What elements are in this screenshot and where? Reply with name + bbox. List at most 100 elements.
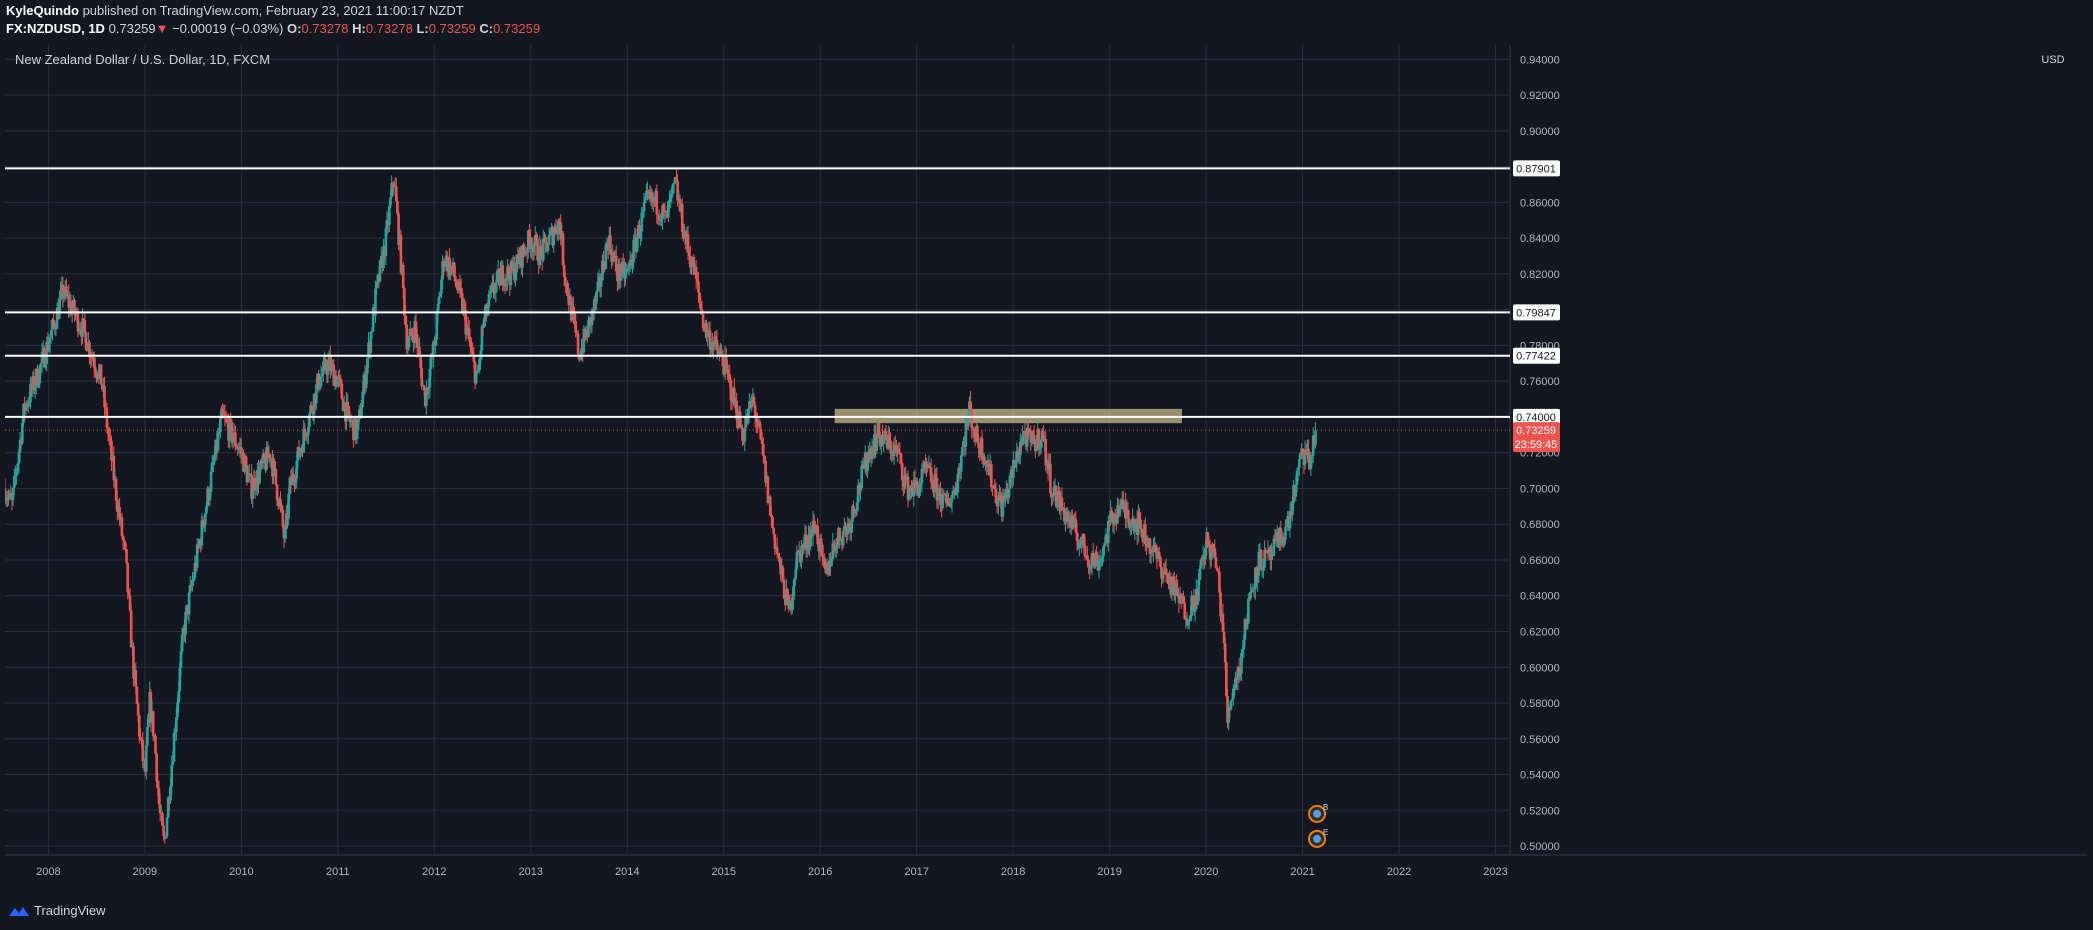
- x-tick-label: 2023: [1483, 866, 1507, 878]
- candle-body: [136, 703, 140, 716]
- candle-body: [529, 239, 532, 249]
- candle-body: [1083, 545, 1087, 558]
- candle-body: [340, 383, 344, 400]
- low-label: L:: [416, 21, 429, 36]
- candle-body: [694, 266, 698, 279]
- candle-body: [632, 239, 635, 263]
- candle-body: [115, 500, 119, 512]
- candle-body: [1080, 539, 1083, 544]
- candle-body: [645, 191, 648, 198]
- candle-body: [544, 236, 547, 243]
- candle-body: [458, 281, 462, 288]
- candle-body: [486, 307, 490, 316]
- y-tick-label: 0.56000: [1520, 734, 1560, 746]
- candle-body: [1001, 496, 1005, 517]
- candle-body: [724, 356, 728, 365]
- candle-body: [1139, 519, 1142, 529]
- x-tick-label: 2019: [1097, 866, 1121, 878]
- candle-body: [435, 313, 439, 340]
- candle-body: [170, 764, 174, 787]
- candle-body: [715, 340, 719, 350]
- candle-body: [956, 474, 960, 493]
- candle-body: [120, 517, 124, 537]
- candle-body: [1309, 457, 1313, 469]
- candle-body: [474, 373, 478, 384]
- candle-body: [393, 184, 397, 187]
- candle-body: [661, 205, 664, 220]
- candle-body: [638, 225, 641, 238]
- candle-body: [1213, 548, 1217, 558]
- candle-body: [175, 717, 178, 732]
- candle-body: [1014, 461, 1017, 468]
- candle-body: [1212, 543, 1215, 549]
- candle-body: [273, 461, 277, 469]
- high-label: H:: [352, 21, 366, 36]
- footer-brand[interactable]: TradingView: [8, 903, 106, 918]
- candle-body: [900, 463, 904, 481]
- candle-body: [1257, 551, 1261, 576]
- candle-body: [481, 326, 485, 328]
- candle-body: [479, 350, 483, 359]
- candle-body: [1110, 510, 1114, 513]
- candle-body: [294, 478, 297, 483]
- candle-body: [268, 454, 272, 461]
- candle-body: [9, 492, 13, 499]
- candle-body: [667, 201, 670, 218]
- candle-body: [954, 489, 957, 495]
- candle-body: [109, 437, 112, 441]
- candle-body: [455, 281, 458, 288]
- candle-body: [172, 733, 176, 762]
- candle-body: [401, 265, 405, 289]
- candle-body: [418, 346, 421, 356]
- candle-body: [106, 427, 110, 434]
- candle-body: [999, 494, 1002, 501]
- candle-body: [1229, 701, 1233, 709]
- candle-body: [670, 189, 674, 195]
- y-tick-label: 0.58000: [1520, 698, 1560, 710]
- candle-body: [210, 462, 214, 472]
- candle-body: [1233, 687, 1236, 689]
- candle-body: [279, 499, 282, 506]
- candle-body: [17, 452, 21, 464]
- candle-body: [45, 341, 48, 364]
- candle-body: [1303, 450, 1307, 465]
- time-axis[interactable]: 2008 2009 2010 2011 2012 2013 2014 2015 2016 2017…: [36, 866, 1508, 878]
- candle-body: [660, 219, 663, 221]
- y-tick-label: 0.60000: [1520, 662, 1560, 674]
- candle-body: [558, 220, 561, 223]
- candle-body: [1035, 439, 1038, 452]
- candle-body: [657, 215, 661, 221]
- candle-body: [910, 487, 913, 492]
- event-markers[interactable]: BE: [1308, 803, 1328, 848]
- candle-body: [671, 183, 675, 190]
- price-chart[interactable]: 2008 2009 2010 2011 2012 2013 2014 2015 2016 2017…: [5, 45, 2087, 892]
- candle-body: [124, 542, 127, 550]
- candle-body: [407, 336, 411, 348]
- y-tick-label: 0.76000: [1520, 376, 1560, 388]
- candle-body: [141, 740, 145, 762]
- candle-body: [1089, 565, 1093, 569]
- candle-body: [250, 474, 253, 499]
- candle-body: [855, 502, 859, 510]
- candle-body: [552, 234, 556, 246]
- candle-body: [360, 407, 363, 418]
- candle-body: [933, 474, 936, 493]
- candle-body: [191, 580, 194, 586]
- candle-body: [1199, 559, 1203, 569]
- x-tick-label: 2017: [904, 866, 928, 878]
- horizontal-levels[interactable]: [5, 167, 1510, 431]
- candle-body: [1086, 555, 1089, 561]
- x-tick-label: 2012: [422, 866, 446, 878]
- candle-body: [43, 348, 46, 368]
- candle-body: [112, 455, 116, 481]
- candle-body: [459, 287, 463, 294]
- candle-body: [1208, 544, 1212, 560]
- high-value: 0.73278: [365, 21, 413, 36]
- candle-body: [595, 291, 598, 303]
- candle-body: [259, 460, 263, 470]
- candle-body: [492, 282, 495, 293]
- candle-body: [310, 405, 314, 411]
- candle-body: [391, 183, 395, 187]
- y-tick-label: 0.90000: [1520, 126, 1560, 138]
